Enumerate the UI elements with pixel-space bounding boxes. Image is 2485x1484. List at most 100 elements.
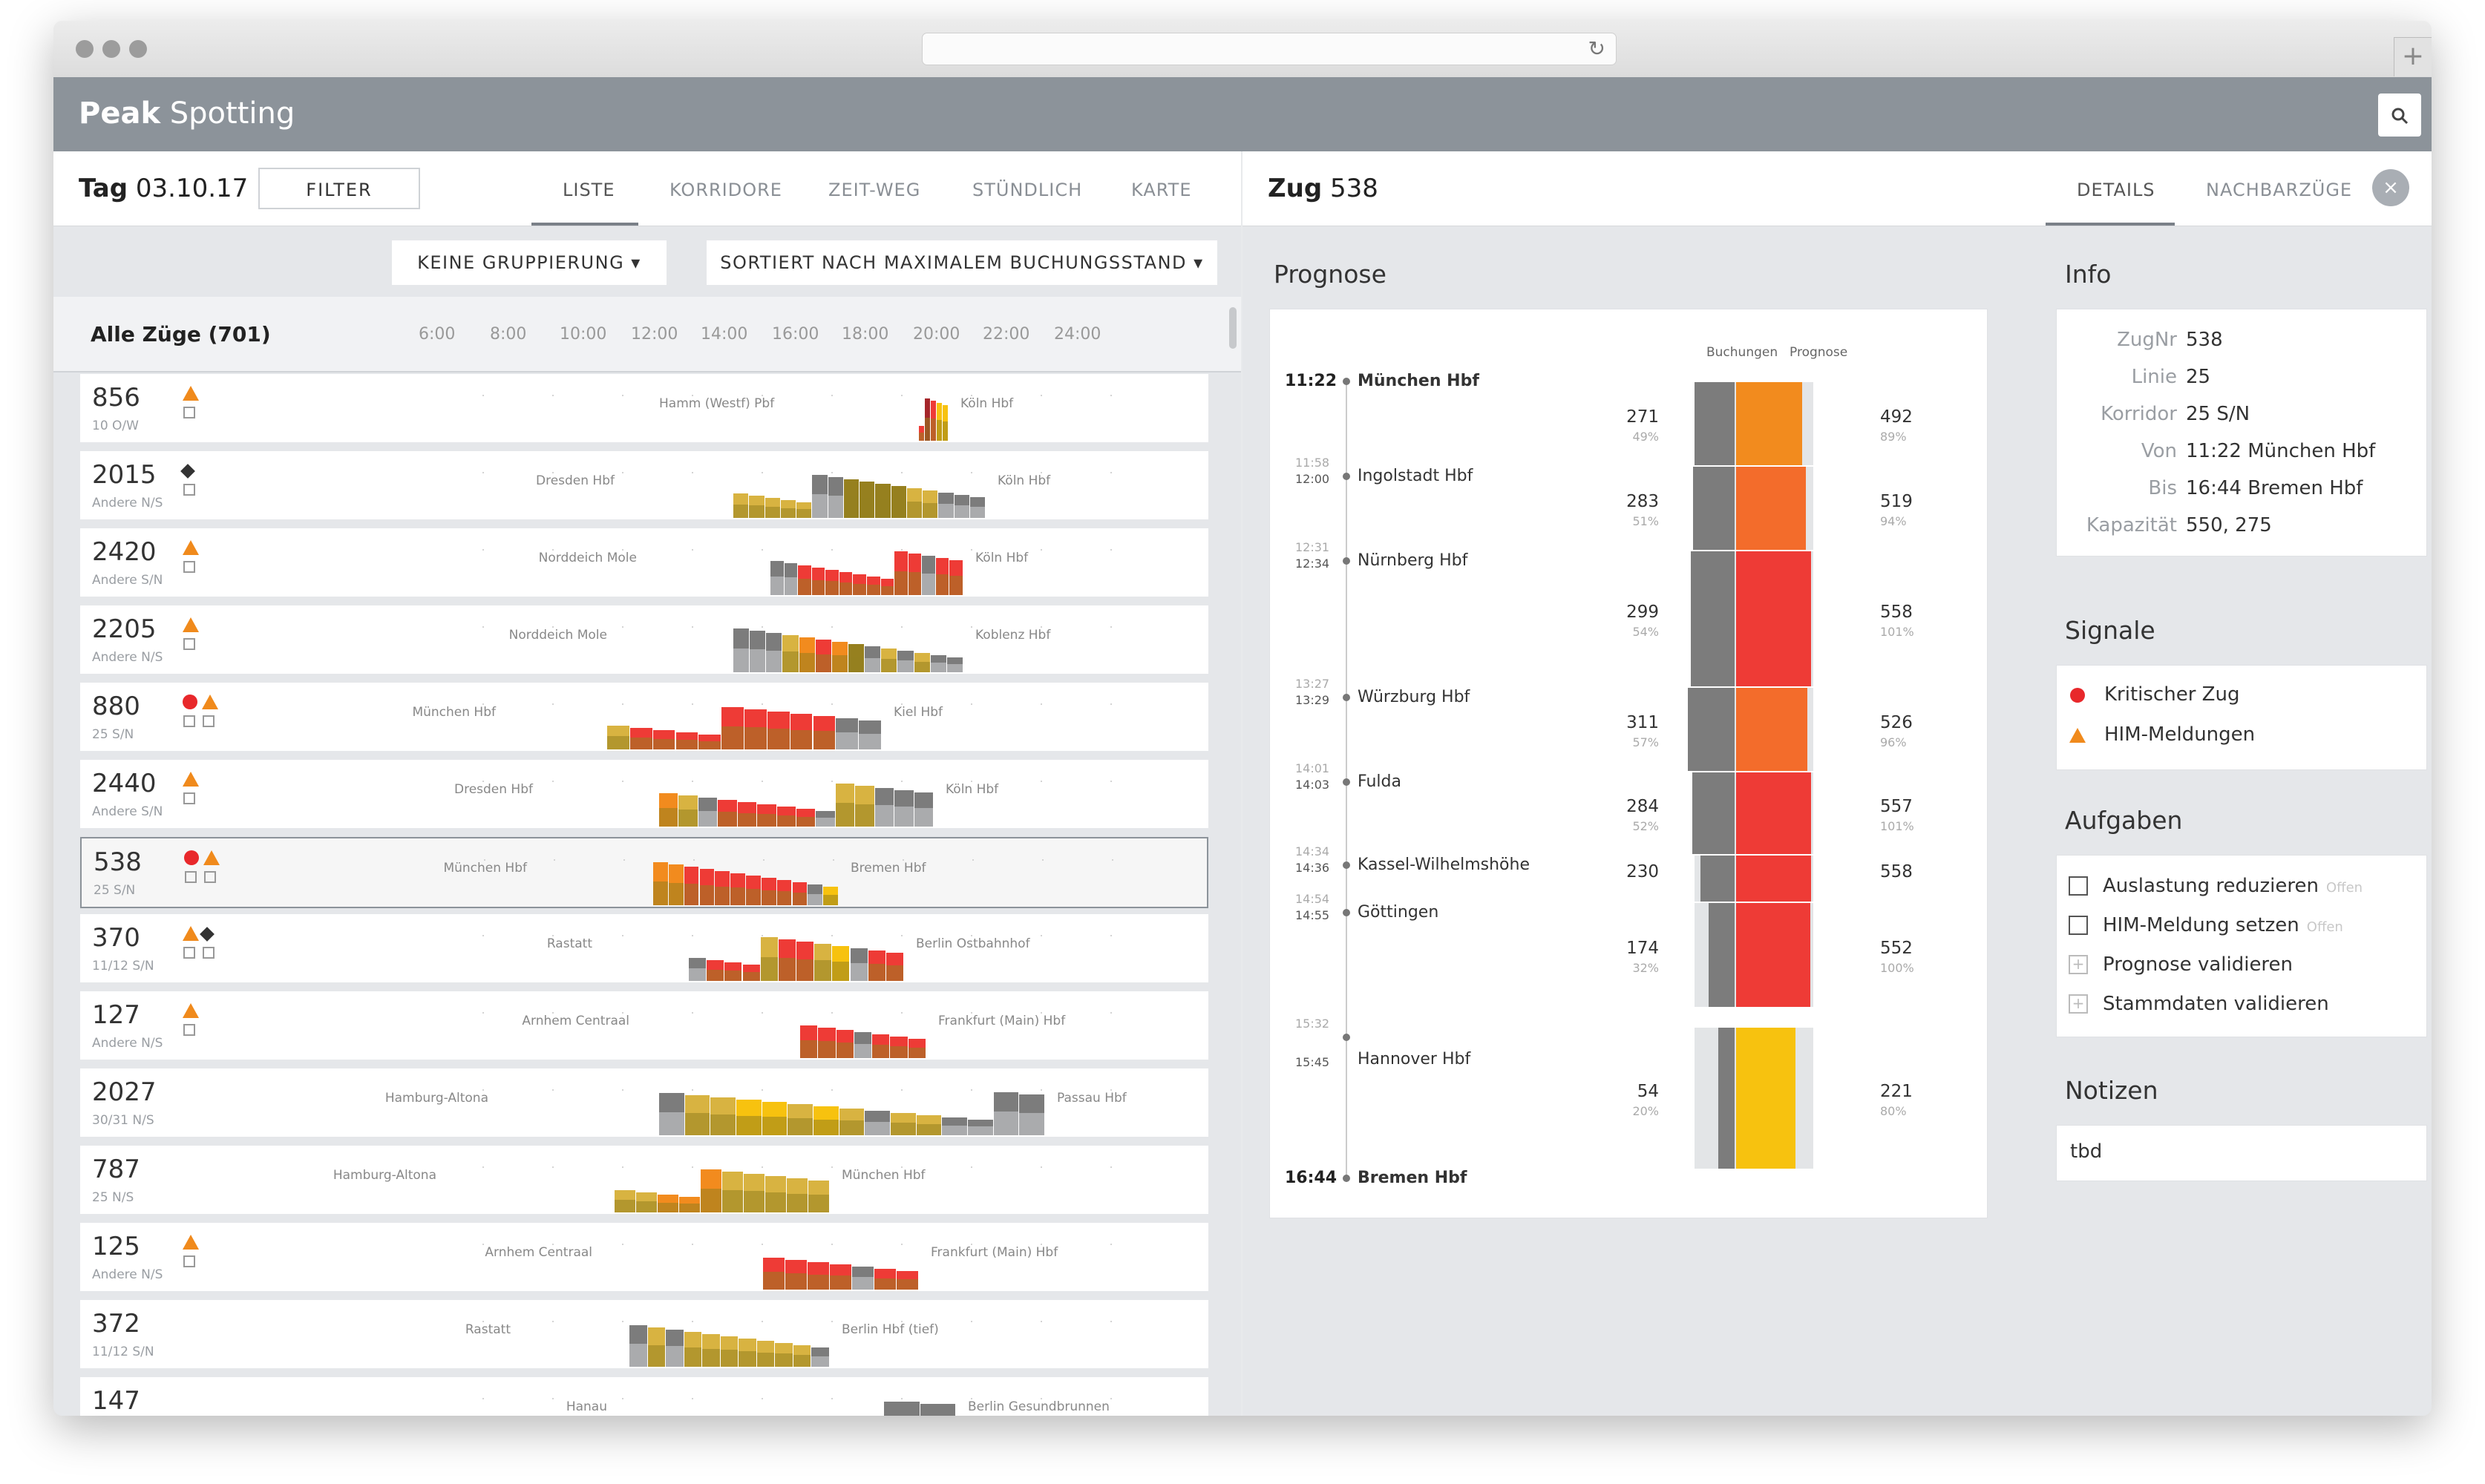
- task-box[interactable]: [183, 407, 195, 418]
- occupancy-bar-base: [818, 1041, 836, 1058]
- occupancy-bar: [884, 1402, 920, 1416]
- occupancy-bar-base: [832, 962, 850, 981]
- train-row[interactable]: 370 11/12 S/N Rastatt Berlin Ostbahnhof: [80, 914, 1208, 985]
- train-row[interactable]: 147 Hanau Berlin Gesundbrunnen: [80, 1377, 1208, 1416]
- occupancy-bar-base: [722, 1190, 743, 1212]
- minimize-window-dot[interactable]: [102, 40, 120, 58]
- train-row[interactable]: 2440 Andere S/N Dresden Hbf Köln Hbf: [80, 760, 1208, 831]
- booking-value: 283: [1626, 492, 1659, 511]
- task-checkbox[interactable]: [2069, 916, 2088, 935]
- tab-nachbarzuege[interactable]: NACHBARZÜGE: [2206, 180, 2353, 200]
- train-row[interactable]: 2027 30/31 N/S Hamburg-Altona Passau Hbf: [80, 1068, 1208, 1140]
- booking-value: 284: [1626, 797, 1659, 816]
- occupancy-bar-base: [765, 1192, 786, 1212]
- task-box[interactable]: [183, 947, 195, 959]
- origin-station: Rastatt: [546, 936, 592, 951]
- train-row[interactable]: 2420 Andere S/N Norddeich Mole Köln Hbf: [80, 528, 1208, 600]
- task-label: HIM-Meldung setzen Offen: [2103, 914, 2343, 936]
- occupancy-bar: [880, 579, 894, 595]
- task-checkbox[interactable]: [2069, 876, 2088, 896]
- tab-korridore[interactable]: KORRIDORE: [669, 180, 782, 200]
- occupancy-bar: [793, 1345, 811, 1367]
- timeline-track: [414, 1398, 1156, 1399]
- grouping-dropdown[interactable]: KEINE GRUPPIERUNG ▾: [392, 240, 667, 285]
- add-task-icon[interactable]: +: [2069, 994, 2088, 1014]
- occupancy-bar-base: [865, 1122, 890, 1135]
- aufgaben-card: Auslastung reduzieren Offen HIM-Meldung se…: [2056, 855, 2427, 1037]
- task-box[interactable]: [183, 1255, 195, 1267]
- task-box[interactable]: [183, 561, 195, 573]
- occupancy-bar: [636, 1192, 657, 1212]
- tab-liste[interactable]: LISTE: [563, 180, 615, 200]
- occupancy-bar: [993, 1092, 1019, 1135]
- time-tick: 14:00: [701, 325, 748, 344]
- task-box[interactable]: [204, 871, 216, 883]
- address-bar[interactable]: ↻: [922, 33, 1617, 65]
- occupancy-bar: [742, 965, 760, 981]
- task-box[interactable]: [203, 715, 215, 727]
- signal-him-label: HIM-Meldungen: [2104, 723, 2256, 746]
- warning-icon: [2069, 728, 2086, 743]
- occupancy-bar-base: [850, 963, 868, 981]
- train-row[interactable]: 127 Andere N/S Arnhem Centraal Frankfurt (M…: [80, 991, 1208, 1063]
- occupancy-bar: [775, 1343, 793, 1367]
- sort-dropdown[interactable]: SORTIERT NACH MAXIMALEM BUCHUNGSSTAND ▾: [707, 240, 1217, 285]
- occupancy-bar-base: [830, 1275, 851, 1290]
- new-tab-button[interactable]: +: [2394, 37, 2432, 76]
- occupancy-bar: [799, 637, 815, 672]
- info-value: 25 S/N: [2186, 403, 2250, 425]
- task-box[interactable]: [183, 1024, 195, 1036]
- tab-stuendlich[interactable]: STÜNDLICH: [972, 180, 1083, 200]
- signal-icons: [181, 695, 233, 746]
- occupancy-bar-base: [813, 731, 836, 749]
- train-row[interactable]: 856 10 O/W Hamm (Westf) Pbf Köln Hbf: [80, 374, 1208, 445]
- occupancy-bar-base: [629, 738, 652, 749]
- occupancy-bar: [666, 1330, 684, 1367]
- train-row[interactable]: 787 25 N/S Hamburg-Altona München Hbf: [80, 1146, 1208, 1217]
- train-row[interactable]: 2205 Andere N/S Norddeich Mole Koblenz Hbf: [80, 605, 1208, 677]
- occupancy-bar-base: [839, 1120, 865, 1135]
- search-button[interactable]: [2378, 93, 2421, 137]
- occupancy-bar-base: [678, 810, 698, 827]
- train-row[interactable]: 538 25 S/N München Hbf Bremen Hbf: [80, 837, 1208, 908]
- train-row[interactable]: 2015 Andere N/S Dresden Hbf Köln Hbf: [80, 451, 1208, 522]
- occupancy-bar-base: [823, 895, 838, 905]
- filter-button[interactable]: FILTER: [258, 168, 420, 209]
- occupancy-bar-base: [825, 581, 839, 595]
- forecast-percent: 89%: [1880, 430, 1907, 444]
- list-scrollbar[interactable]: [1229, 307, 1237, 349]
- tab-karte[interactable]: KARTE: [1131, 180, 1192, 200]
- occupancy-bar-base: [875, 499, 891, 518]
- info-key: Linie: [2131, 366, 2177, 388]
- add-task-icon[interactable]: +: [2069, 955, 2088, 974]
- reload-icon[interactable]: ↻: [1588, 36, 1605, 61]
- origin-station: München Hbf: [412, 705, 496, 720]
- task-status: Offen: [2326, 880, 2363, 896]
- zoom-window-dot[interactable]: [129, 40, 147, 58]
- occupancy-bar: [832, 946, 850, 981]
- close-detail-button[interactable]: ×: [2372, 169, 2409, 206]
- train-row[interactable]: 125 Andere N/S Arnhem Centraal Frankfurt (M…: [80, 1223, 1208, 1294]
- tab-details[interactable]: DETAILS: [2077, 180, 2155, 200]
- tab-zeit-weg[interactable]: ZEIT-WEG: [828, 180, 921, 200]
- task-box[interactable]: [183, 638, 195, 650]
- train-number: 856: [92, 383, 140, 413]
- stop-arrival: 14:34: [1295, 844, 1330, 858]
- booking-bar: [1692, 772, 1735, 854]
- occupancy-bar-base: [698, 811, 718, 827]
- origin-station: Arnhem Centraal: [522, 1014, 629, 1028]
- task-box[interactable]: [183, 484, 195, 496]
- occupancy-bar: [653, 862, 668, 905]
- task-box[interactable]: [203, 947, 215, 959]
- close-icon: ×: [2383, 177, 2399, 199]
- notes-field[interactable]: tbd: [2056, 1125, 2427, 1181]
- task-box[interactable]: [185, 871, 197, 883]
- task-box[interactable]: [183, 792, 195, 804]
- task-box[interactable]: [183, 715, 195, 727]
- occupancy-bar-base: [867, 585, 880, 595]
- occupancy-bar: [684, 867, 699, 905]
- close-window-dot[interactable]: [76, 40, 94, 58]
- occupancy-bar-base: [761, 890, 776, 905]
- train-row[interactable]: 880 25 S/N München Hbf Kiel Hbf: [80, 683, 1208, 754]
- train-row[interactable]: 372 11/12 S/N Rastatt Berlin Hbf (tief): [80, 1300, 1208, 1371]
